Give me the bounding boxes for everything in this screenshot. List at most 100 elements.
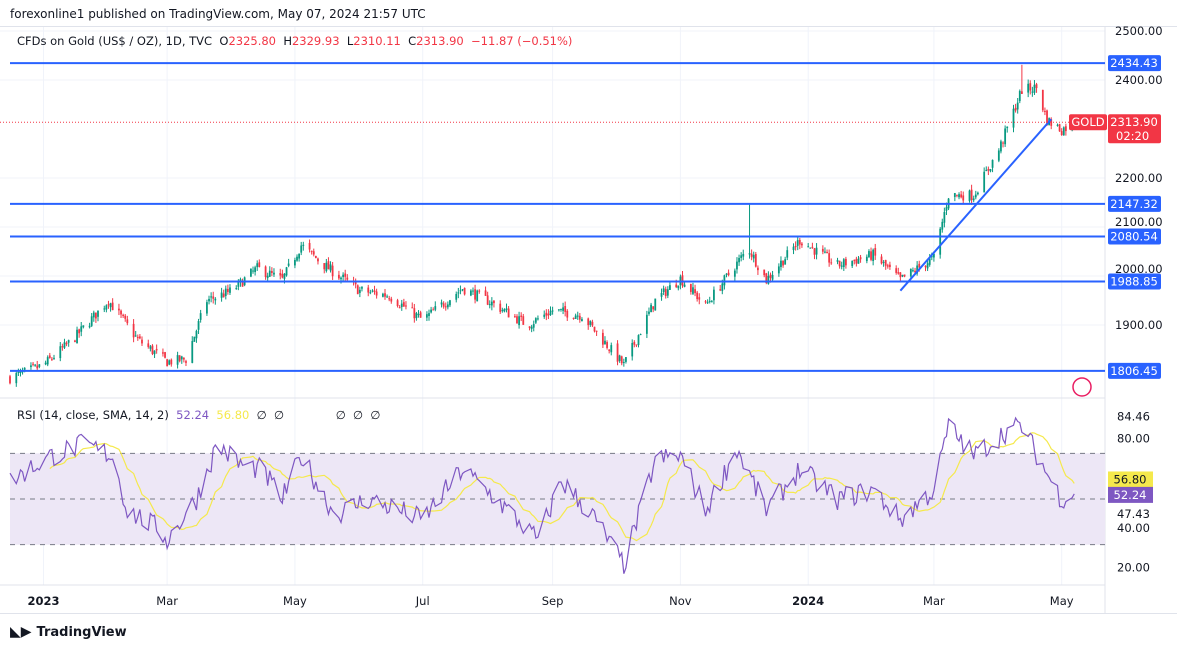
candle-body bbox=[543, 314, 546, 317]
publisher-info: forexonline1 published on TradingView.co… bbox=[10, 7, 426, 21]
candle-body bbox=[312, 251, 315, 255]
time-axis-label: Mar bbox=[156, 594, 178, 608]
level-price-tag bbox=[1108, 362, 1161, 379]
time-axis-label: May bbox=[1050, 594, 1074, 608]
candle-body bbox=[564, 306, 567, 312]
candle-body bbox=[1041, 89, 1044, 111]
candle-body bbox=[608, 349, 611, 351]
candle-body bbox=[945, 207, 948, 211]
candle-body bbox=[566, 310, 569, 318]
bar-countdown: 02:20 bbox=[1116, 129, 1149, 143]
candle-body bbox=[103, 308, 106, 310]
candle-body bbox=[446, 304, 449, 308]
candle-body bbox=[222, 293, 225, 298]
candle-body bbox=[924, 265, 927, 268]
candle-body bbox=[1046, 110, 1048, 126]
current-price-label: 2313.90 bbox=[1110, 115, 1158, 129]
candle-body bbox=[94, 312, 97, 319]
candle-body bbox=[704, 301, 707, 303]
candle-body bbox=[34, 364, 37, 366]
candle-body bbox=[901, 274, 904, 277]
candle-body bbox=[1027, 83, 1030, 93]
candle-body bbox=[698, 297, 701, 300]
candle-body bbox=[197, 321, 200, 330]
candle-body bbox=[65, 342, 68, 345]
candle-body bbox=[432, 309, 435, 311]
candle-body bbox=[273, 272, 275, 275]
candle-body bbox=[654, 298, 657, 311]
candle-body bbox=[191, 341, 194, 363]
candle-body bbox=[1016, 102, 1019, 110]
candle-body bbox=[356, 285, 359, 295]
candle-body bbox=[252, 270, 254, 272]
candle-body bbox=[786, 250, 789, 258]
chart-frame bbox=[0, 26, 1177, 614]
candle-body bbox=[989, 169, 992, 172]
candle-body bbox=[264, 266, 267, 277]
candle-body bbox=[528, 326, 531, 328]
level-price-label: 1806.45 bbox=[1110, 364, 1158, 378]
candle-body bbox=[692, 287, 694, 294]
candle-body bbox=[46, 357, 49, 365]
candle-body bbox=[662, 288, 665, 292]
tradingview-logo[interactable]: ◣▶ TradingView bbox=[10, 624, 127, 640]
candle-body bbox=[61, 346, 64, 348]
candle-body bbox=[354, 282, 357, 285]
rsi-sma-line bbox=[49, 432, 1075, 542]
candle-body bbox=[752, 254, 755, 259]
candle-body bbox=[285, 267, 288, 276]
candle-body bbox=[1004, 128, 1007, 145]
na-value: ∅ bbox=[370, 408, 381, 422]
candle-body bbox=[120, 310, 122, 315]
candle-body bbox=[983, 171, 986, 193]
flag-icon bbox=[1072, 377, 1092, 397]
candle-body bbox=[199, 313, 202, 320]
candle-body bbox=[411, 307, 414, 309]
candle-body bbox=[338, 274, 340, 279]
candle-body bbox=[719, 289, 722, 291]
candle-body bbox=[386, 296, 388, 298]
candle-body bbox=[696, 292, 699, 300]
candle-body bbox=[545, 312, 548, 316]
symbol-tag-label: GOLD bbox=[1071, 115, 1104, 129]
candle-body bbox=[601, 332, 604, 345]
candle-body bbox=[997, 150, 1000, 161]
candle-body bbox=[449, 300, 451, 306]
na-value: ∅ bbox=[256, 408, 267, 422]
candle-body bbox=[562, 307, 564, 311]
candle-body bbox=[763, 269, 766, 276]
symbol-title: CFDs on Gold (US$ / OZ), 1D, TVC bbox=[17, 34, 213, 48]
candle-body bbox=[857, 258, 860, 264]
candle-body bbox=[124, 315, 127, 319]
candle-body bbox=[960, 194, 963, 198]
rsi-value-tag bbox=[1108, 471, 1153, 488]
candle-body bbox=[168, 360, 171, 365]
candle-body bbox=[1044, 110, 1046, 112]
open-value: 2325.80 bbox=[228, 34, 276, 48]
candle-body bbox=[757, 267, 759, 271]
candle-body bbox=[268, 270, 271, 277]
candle-body bbox=[899, 272, 902, 278]
candle-body bbox=[652, 306, 655, 310]
candle-body bbox=[493, 300, 495, 304]
na-value: ∅ bbox=[274, 408, 285, 422]
high-label: H bbox=[283, 34, 292, 48]
candle-body bbox=[532, 324, 535, 328]
candle-body bbox=[748, 253, 751, 255]
symbol-legend: CFDs on Gold (US$ / OZ), 1D, TVC O2325.8… bbox=[17, 34, 572, 48]
rsi-line bbox=[9, 416, 1075, 574]
price-axis-label: 2200.00 bbox=[1115, 171, 1163, 185]
candle-body bbox=[111, 302, 114, 311]
change-value: −11.87 (−0.51%) bbox=[471, 34, 573, 48]
rsi-value-tag-label: 56.80 bbox=[1114, 472, 1147, 486]
candle-body bbox=[279, 273, 282, 276]
candle-body bbox=[1062, 127, 1065, 136]
candle-body bbox=[195, 330, 198, 339]
candle-body bbox=[214, 298, 217, 301]
level-price-label: 2080.54 bbox=[1110, 230, 1158, 244]
close-value: 2313.90 bbox=[416, 34, 464, 48]
candle-body bbox=[241, 280, 244, 287]
candle-body bbox=[80, 326, 83, 332]
time-axis-label: Jul bbox=[415, 594, 430, 608]
